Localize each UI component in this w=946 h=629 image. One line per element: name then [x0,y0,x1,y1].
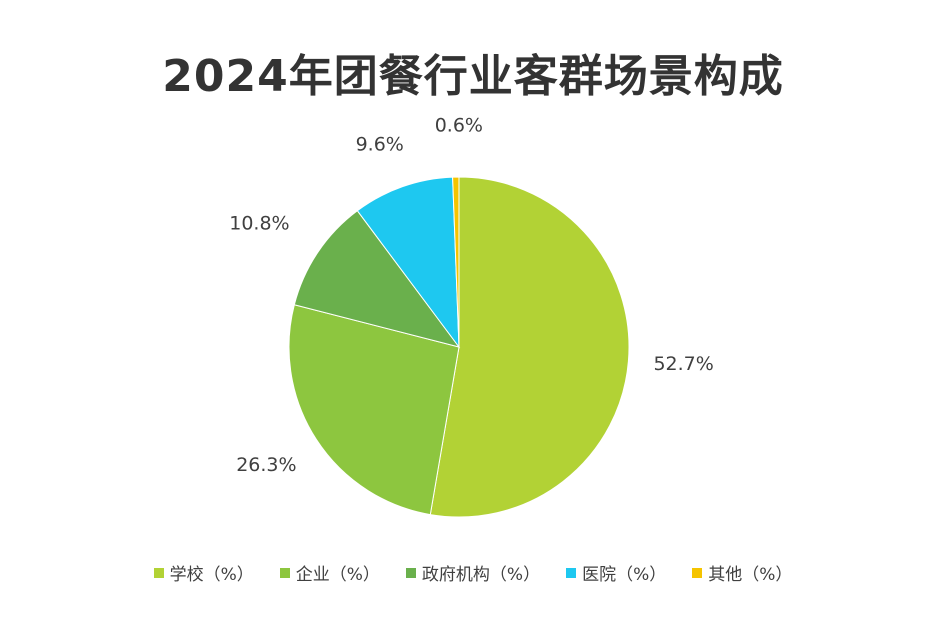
slice-data-label: 10.8% [229,212,289,234]
legend-item: 其他（%） [692,560,792,585]
legend-label: 学校（%） [169,565,254,585]
legend-item: 政府机构（%） [405,560,541,585]
legend-item: 学校（%） [153,560,254,585]
pie-slice [356,176,460,349]
legend-label: 政府机构（%） [421,565,541,585]
legend-swatch [153,567,164,578]
legend-label: 其他（%） [708,565,793,585]
legend-item: 医院（%） [566,560,666,585]
legend-swatch [279,567,290,578]
slice-data-label: 9.6% [356,134,404,156]
slice-data-label: 52.7% [653,353,713,375]
pie-slice [429,176,630,518]
slice-data-label: 0.6% [435,115,483,137]
legend-swatch [692,567,703,578]
pie-slice [293,210,461,348]
pie-slice [452,176,460,348]
chart-title: 2024年团餐行业客群场景构成 [162,51,784,102]
legend-swatch [405,567,416,578]
legend-label: 医院（%） [582,565,667,585]
legend-item: 企业（%） [279,560,380,585]
legend-label: 企业（%） [295,565,380,585]
chart-legend: 学校（%） 企业（%） 政府机构（%） 医院（%） 其他（%） [0,560,946,585]
slice-data-label: 26.3% [236,454,296,476]
legend-swatch [566,567,577,578]
pie-slice [288,304,460,516]
